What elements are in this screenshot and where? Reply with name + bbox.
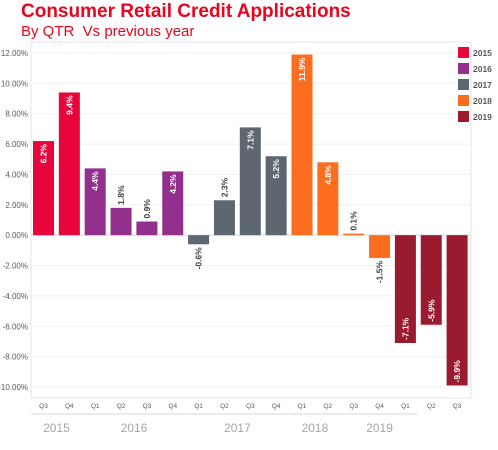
data-labels: 6.2% 9.4% 4.4% 1.8% 0.9% 4.2% -0.6% 2.3% 7.1% 5.2… [39, 57, 463, 382]
bar-2018-q1 [291, 54, 313, 236]
x-tick-label: Q2 [324, 403, 333, 410]
y-tick-label: 2.00% [5, 201, 28, 210]
y-tick-label: 6.00% [5, 140, 28, 149]
bar-2017-q3 [239, 127, 261, 236]
data-label: -7.1% [400, 317, 410, 340]
bar-2017-q4 [265, 156, 287, 236]
legend-swatch-2016 [458, 63, 469, 74]
data-label: 2.3% [219, 177, 229, 197]
y-axis: 12.00% 10.00% 8.00% 6.00% 4.00% 2.00% 0.00% -2.… [0, 49, 28, 392]
bar-2017-q1 [188, 235, 210, 245]
bar-2018-q2 [317, 162, 339, 236]
x-tick-label: Q4 [272, 403, 281, 410]
x-tick-label: Q3 [453, 403, 462, 410]
year-group-label: 2017 [224, 421, 251, 435]
chart-subtitle: By QTR Vs previous year [21, 23, 195, 40]
x-tick-label: Q4 [375, 403, 384, 410]
y-tick-label: 12.00% [1, 49, 28, 58]
x-tick-label: Q1 [194, 403, 203, 410]
data-label: 11.9% [297, 57, 307, 81]
x-tick-label: Q4 [65, 403, 74, 410]
legend-swatch-2015 [458, 47, 469, 58]
legend-label-2018: 2018 [473, 96, 492, 106]
legend-swatch-2018 [458, 95, 469, 106]
x-tick-label: Q1 [298, 403, 307, 410]
year-group-label: 2016 [121, 421, 148, 435]
data-label: 0.9% [142, 199, 152, 219]
y-tick-label: 4.00% [5, 170, 28, 179]
year-group-label: 2019 [366, 421, 393, 435]
y-tick-label: -2.00% [3, 262, 28, 271]
bar-2019-q3 [446, 235, 468, 386]
data-label: 6.2% [39, 144, 49, 164]
data-label: 1.8% [116, 185, 126, 205]
y-tick-label: -10.00% [0, 383, 28, 392]
x-tick-label: Q3 [349, 403, 358, 410]
data-label: 4.4% [90, 171, 100, 191]
y-tick-label: -6.00% [3, 322, 28, 331]
year-group-label: 2015 [43, 421, 70, 435]
legend-label-2019: 2019 [473, 112, 492, 122]
x-tick-label: Q4 [168, 403, 177, 410]
data-label: 9.4% [64, 95, 74, 115]
x-tick-label: Q3 [246, 403, 255, 410]
x-axis: Q3 Q4 Q1 Q2 Q3 Q4 Q1 Q2 Q3 Q4 Q1 Q2 Q3 Q4 Q1 Q2 Q3 2015 20… [31, 403, 462, 435]
x-tick-label: Q2 [117, 403, 126, 410]
data-label: 0.1% [349, 211, 359, 231]
x-tick-label: Q2 [427, 403, 436, 410]
legend-label-2017: 2017 [473, 80, 492, 90]
bar-2017-q2 [213, 200, 235, 236]
y-tick-label: -8.00% [3, 353, 28, 362]
bar-2018-q4 [369, 235, 391, 258]
legend-label-2015: 2015 [473, 48, 492, 58]
legend-label-2016: 2016 [473, 64, 492, 74]
bar-2019-q1 [394, 235, 416, 343]
data-label: 7.1% [245, 130, 255, 150]
x-tick-label: Q3 [39, 403, 48, 410]
legend: 2015 2016 2017 2018 2019 [458, 47, 492, 122]
bar-2018-q3 [343, 233, 365, 236]
bar-2016-q1 [84, 168, 106, 236]
y-tick-label: 0.00% [5, 231, 28, 240]
x-tick-label: Q1 [401, 403, 410, 410]
chart-title: Consumer Retail Credit Applications [21, 1, 351, 22]
data-label: -5.9% [426, 299, 436, 322]
x-tick-label: Q3 [143, 403, 152, 410]
data-label: -1.5% [375, 261, 385, 284]
data-label: -9.9% [452, 360, 462, 383]
data-label: 5.2% [271, 159, 281, 179]
bar-2016-q4 [162, 171, 184, 236]
data-label: 4.2% [168, 174, 178, 194]
bar-2016-q3 [136, 221, 158, 236]
bar-2019-q2 [420, 235, 442, 325]
legend-swatch-2019 [458, 111, 469, 122]
bars [33, 54, 468, 386]
bar-2015-q3 [33, 141, 54, 236]
legend-swatch-2017 [458, 79, 469, 90]
data-label: 4.8% [323, 165, 333, 185]
data-label: -0.6% [194, 247, 204, 270]
x-tick-label: Q2 [220, 403, 229, 410]
y-tick-label: 10.00% [1, 79, 28, 88]
y-tick-label: -4.00% [3, 292, 28, 301]
bar-2015-q4 [58, 92, 80, 236]
year-group-label: 2018 [302, 421, 329, 435]
x-tick-label: Q1 [91, 403, 100, 410]
bar-2016-q2 [110, 207, 132, 236]
y-tick-label: 8.00% [5, 110, 28, 119]
